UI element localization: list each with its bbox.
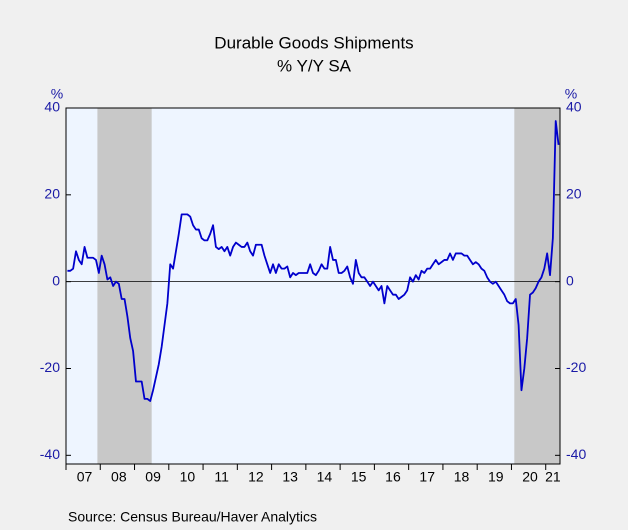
x-tick-label: 16 [385, 469, 401, 485]
x-tick-label: 11 [214, 469, 229, 485]
x-tick-label: 09 [145, 469, 161, 485]
recession-shade [97, 108, 152, 464]
chart-subtitle: % Y/Y SA [277, 56, 352, 75]
data-line [67, 120, 560, 402]
y-tick-label: 0 [52, 272, 60, 288]
x-tick-label: 14 [317, 469, 333, 485]
x-tick-label: 15 [351, 469, 367, 485]
chart-title: Durable Goods Shipments [214, 33, 413, 52]
x-tick-label: 12 [248, 469, 264, 485]
x-tick-label: 19 [488, 469, 504, 485]
x-tick-label: 18 [454, 469, 470, 485]
x-tick-label: 07 [77, 469, 93, 485]
x-tick-label: 13 [282, 469, 298, 485]
x-tick-label: 21 [545, 469, 561, 485]
plot-frame [65, 107, 561, 465]
y-tick-label: -20 [40, 359, 60, 375]
y2-tick-label: -40 [566, 446, 586, 462]
y2-tick-label: 0 [566, 272, 574, 288]
x-tick-label: 10 [180, 469, 196, 485]
y2-tick-label: 40 [566, 99, 582, 115]
source: Source: Census Bureau/Haver Analytics [68, 509, 317, 525]
y-axis-label: % [51, 86, 63, 102]
x-tick-label: 20 [522, 469, 538, 485]
y-tick-label: 20 [44, 186, 60, 202]
x-tick-label: 17 [419, 469, 435, 485]
y-tick-label: -40 [40, 446, 60, 462]
y-tick-label: 40 [44, 99, 60, 115]
y2-tick-label: -20 [566, 359, 586, 375]
x-tick-label: 08 [111, 469, 127, 485]
y2-axis-label: % [565, 86, 577, 102]
y2-tick-label: 20 [566, 186, 582, 202]
